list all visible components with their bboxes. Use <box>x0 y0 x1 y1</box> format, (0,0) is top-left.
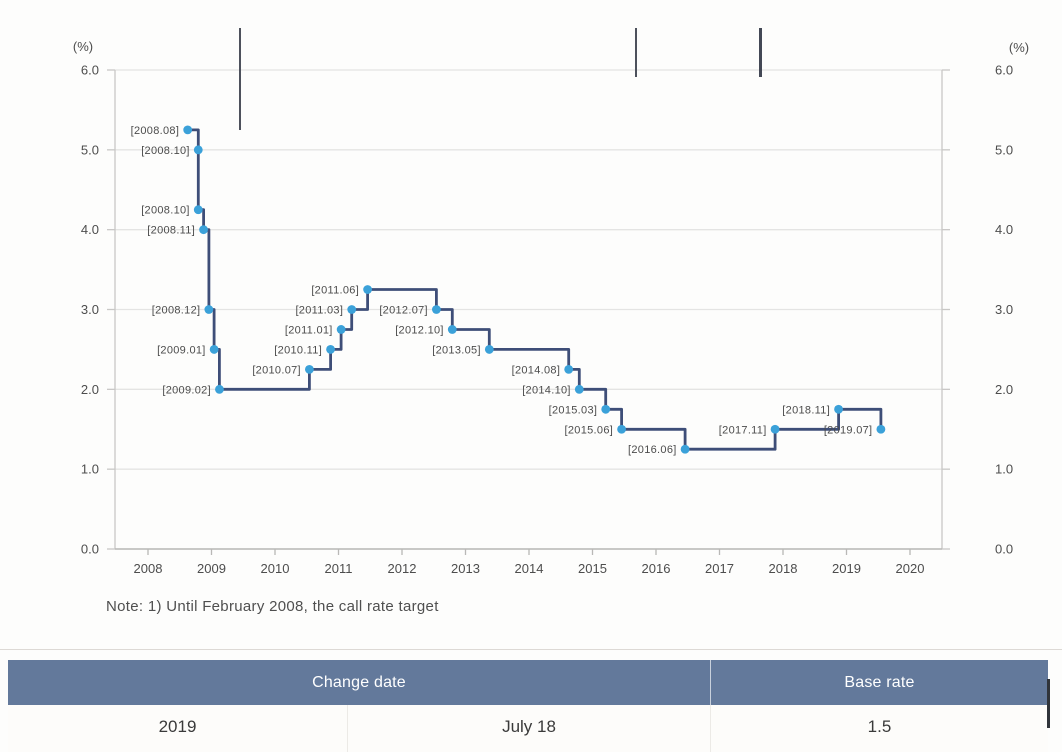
data-point-marker <box>326 345 335 354</box>
data-point-label: [2009.01] <box>157 344 206 356</box>
column-header-base-rate: Base rate <box>844 673 915 691</box>
data-point-label: [2019.07] <box>824 424 873 436</box>
cell-change-date: July 18 <box>348 705 711 752</box>
x-axis-label: 2010 <box>261 561 290 576</box>
x-axis-label: 2009 <box>197 561 226 576</box>
data-point-marker <box>564 364 574 374</box>
data-point-label: [2008.10] <box>141 145 190 157</box>
data-point-marker <box>601 404 611 414</box>
y-axis-label-left: 3.0 <box>81 302 99 317</box>
x-axis-label: 2012 <box>388 561 417 576</box>
data-point-label: [2008.12] <box>152 305 201 317</box>
y-axis-unit-right: (%) <box>1009 40 1029 55</box>
table-top-divider <box>0 649 1062 650</box>
data-point-label: [2008.10] <box>141 205 190 217</box>
data-point-label: [2011.03] <box>295 305 343 317</box>
data-point-marker <box>447 325 457 334</box>
column-header-change-date: Change date <box>8 660 711 705</box>
rate-history-table: Change date Base rate 2019 July 18 1.5 <box>8 660 1048 752</box>
data-point-marker <box>484 345 494 354</box>
x-axis-label: 2015 <box>578 561 607 576</box>
data-point-marker <box>304 364 314 374</box>
data-point-label: [2009.02] <box>162 384 211 396</box>
data-point-label: [2012.07] <box>379 305 428 317</box>
data-point-marker <box>680 444 690 454</box>
table-row: 2019 July 18 1.5 <box>8 705 1048 752</box>
x-axis-label: 2016 <box>642 561 671 576</box>
cell-base-rate: 1.5 <box>867 716 892 736</box>
data-point-marker <box>199 225 208 235</box>
base-rate-step-line <box>186 128 883 451</box>
x-axis-label: 2017 <box>705 561 734 576</box>
data-point-label: [2008.11] <box>147 225 195 237</box>
y-axis-label-left: 5.0 <box>81 142 99 157</box>
x-axis-label: 2013 <box>451 561 480 576</box>
y-axis-label-left: 1.0 <box>81 462 99 477</box>
data-point-label: [2011.06] <box>311 285 359 297</box>
y-axis-label-left: 2.0 <box>81 382 99 397</box>
data-point-marker <box>363 285 373 294</box>
data-point-label: [2016.06] <box>628 444 677 456</box>
data-point-label: [2010.07] <box>252 364 301 376</box>
data-point-label: [2011.01] <box>285 324 333 336</box>
data-point-marker <box>183 125 193 135</box>
data-point-label: [2010.11] <box>274 344 322 356</box>
y-axis-unit-left: (%) <box>73 39 93 54</box>
data-point-marker <box>834 404 843 414</box>
table-header-row: Change date Base rate <box>8 660 1048 705</box>
artifact-line <box>759 28 762 77</box>
data-point-label: [2013.05] <box>432 344 481 356</box>
x-axis-label: 2020 <box>896 561 925 576</box>
artifact-line <box>635 28 637 77</box>
y-axis-label-right: 6.0 <box>995 63 1013 78</box>
y-axis-label-right: 1.0 <box>995 462 1013 477</box>
data-point-marker <box>193 145 203 155</box>
data-point-marker <box>193 205 203 215</box>
chart-footnote: Note: 1) Until February 2008, the call r… <box>106 598 439 615</box>
x-axis-label: 2008 <box>134 561 163 576</box>
x-axis-label: 2019 <box>832 561 861 576</box>
y-axis-label-left: 0.0 <box>81 542 99 557</box>
data-point-label: [2012.10] <box>395 324 444 336</box>
data-point-label: [2015.03] <box>549 404 598 416</box>
data-point-label: [2015.06] <box>565 424 614 436</box>
data-point-marker <box>431 305 441 314</box>
data-point-marker <box>204 305 214 314</box>
data-point-marker <box>209 345 219 354</box>
data-point-marker <box>876 424 886 434</box>
data-point-marker <box>336 325 346 334</box>
base-rate-step-chart: 6.0 6.0 5.0 5.0 4.0 4.0 3.0 3.0 2.0 2.0 1.0 1.0 0.0 0… <box>73 39 1029 576</box>
y-axis-label-right: 0.0 <box>995 542 1013 557</box>
data-point-marker <box>215 384 224 394</box>
scrollbar-thumb[interactable] <box>1047 679 1050 728</box>
data-point-marker <box>347 305 357 314</box>
x-axis-label: 2018 <box>769 561 798 576</box>
data-point-label: [2014.08] <box>512 364 561 376</box>
y-axis-label-right: 2.0 <box>995 382 1013 397</box>
y-axis-label-left: 6.0 <box>81 63 99 78</box>
data-point-label: [2018.11] <box>782 404 830 416</box>
data-point-marker <box>770 424 780 434</box>
artifact-line <box>239 28 241 130</box>
x-axis-label: 2011 <box>325 561 353 576</box>
y-axis-label-left: 4.0 <box>81 222 99 237</box>
cell-change-year: 2019 <box>8 705 348 752</box>
data-point-marker <box>574 384 584 394</box>
x-axis-label: 2014 <box>515 561 544 576</box>
y-axis-label-right: 5.0 <box>995 142 1013 157</box>
data-point-label: [2008.08] <box>131 125 180 137</box>
y-axis-label-right: 4.0 <box>995 222 1013 237</box>
data-point-marker <box>617 424 627 434</box>
data-point-label: [2014.10] <box>522 384 571 396</box>
y-axis-label-right: 3.0 <box>995 302 1013 317</box>
data-point-label: [2017.11] <box>719 424 767 436</box>
